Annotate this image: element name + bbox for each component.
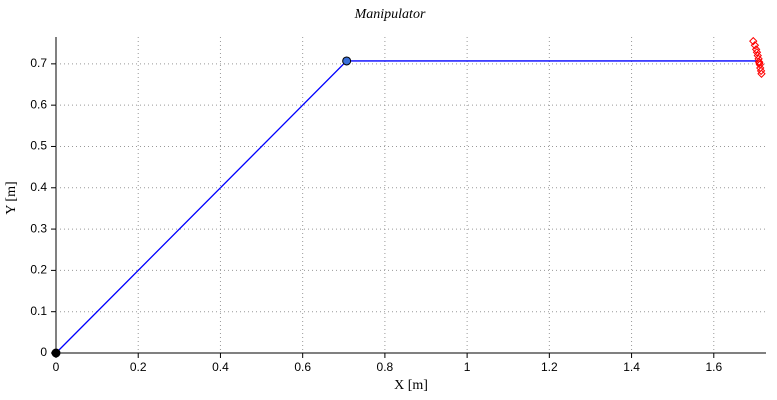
y-tick-label: 0.2 [30, 263, 47, 277]
joint [51, 348, 61, 358]
y-axis-label: Y [m] [4, 181, 19, 214]
point [752, 48, 762, 57]
y-tick-label: 0 [40, 345, 47, 359]
x-axis-label: X [m] [394, 378, 428, 393]
y-tick-label: 0.6 [30, 97, 47, 111]
x-tick-label: 1.4 [623, 360, 640, 374]
x-tick-label: 0.6 [294, 360, 311, 374]
x-tick-label: 0.8 [377, 360, 394, 374]
joint [342, 56, 352, 66]
point [756, 66, 766, 76]
y-tick-label: 0.5 [30, 139, 47, 153]
y-tick-label: 0.3 [30, 221, 47, 235]
x-tick-label: 0.4 [212, 360, 229, 374]
point [751, 45, 761, 54]
y-tick-label: 0.4 [30, 180, 47, 194]
x-tick-label: 1.6 [705, 360, 722, 374]
y-tick-label: 0.7 [30, 56, 47, 70]
point [757, 69, 766, 78]
x-tick-label: 1.2 [541, 360, 558, 374]
point [755, 58, 764, 68]
chart-title: Manipulator [354, 7, 426, 22]
point [750, 41, 760, 50]
x-tick-label: 1 [464, 360, 471, 374]
x-tick-label: 0.2 [130, 360, 147, 374]
y-tick-label: 0.1 [30, 304, 47, 318]
x-tick-label: 0 [53, 360, 60, 374]
point [749, 36, 758, 46]
